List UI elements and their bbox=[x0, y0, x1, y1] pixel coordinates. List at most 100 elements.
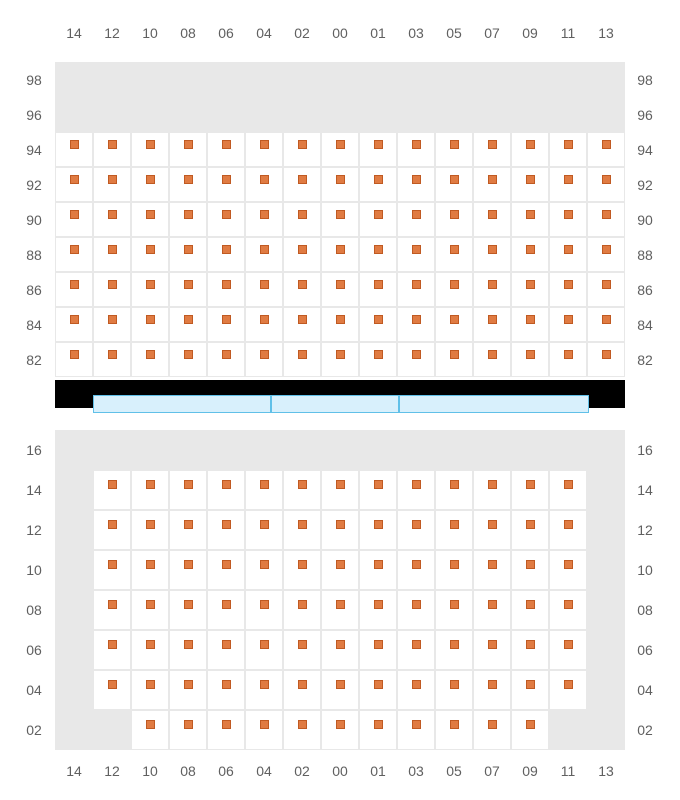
seat-cell[interactable] bbox=[169, 307, 207, 342]
seat-cell[interactable] bbox=[55, 307, 93, 342]
seat-cell[interactable] bbox=[549, 590, 587, 630]
seat-cell[interactable] bbox=[435, 630, 473, 670]
seat-cell[interactable] bbox=[587, 550, 625, 590]
seat-cell[interactable] bbox=[587, 132, 625, 167]
seat-cell[interactable] bbox=[169, 342, 207, 377]
seat-cell[interactable] bbox=[93, 272, 131, 307]
seat-cell[interactable] bbox=[473, 62, 511, 97]
seat-cell[interactable] bbox=[131, 550, 169, 590]
seat-cell[interactable] bbox=[93, 630, 131, 670]
seat-cell[interactable] bbox=[245, 307, 283, 342]
seat-cell[interactable] bbox=[283, 307, 321, 342]
seat-cell[interactable] bbox=[397, 237, 435, 272]
seat-cell[interactable] bbox=[321, 510, 359, 550]
seat-cell[interactable] bbox=[549, 237, 587, 272]
seat-cell[interactable] bbox=[473, 430, 511, 470]
seat-cell[interactable] bbox=[397, 550, 435, 590]
seat-cell[interactable] bbox=[207, 167, 245, 202]
seat-cell[interactable] bbox=[397, 510, 435, 550]
seat-cell[interactable] bbox=[245, 550, 283, 590]
seat-cell[interactable] bbox=[169, 430, 207, 470]
seat-cell[interactable] bbox=[397, 710, 435, 750]
seat-cell[interactable] bbox=[511, 470, 549, 510]
seat-cell[interactable] bbox=[169, 550, 207, 590]
seat-cell[interactable] bbox=[245, 670, 283, 710]
seat-cell[interactable] bbox=[473, 630, 511, 670]
seat-cell[interactable] bbox=[473, 307, 511, 342]
seat-cell[interactable] bbox=[55, 590, 93, 630]
seat-cell[interactable] bbox=[397, 430, 435, 470]
seat-cell[interactable] bbox=[55, 710, 93, 750]
seat-cell[interactable] bbox=[549, 62, 587, 97]
seat-cell[interactable] bbox=[321, 132, 359, 167]
seat-cell[interactable] bbox=[131, 97, 169, 132]
seat-cell[interactable] bbox=[169, 470, 207, 510]
seat-cell[interactable] bbox=[397, 62, 435, 97]
seat-cell[interactable] bbox=[587, 630, 625, 670]
seat-cell[interactable] bbox=[245, 510, 283, 550]
seat-cell[interactable] bbox=[55, 510, 93, 550]
seat-cell[interactable] bbox=[397, 272, 435, 307]
seat-cell[interactable] bbox=[397, 342, 435, 377]
seat-cell[interactable] bbox=[511, 132, 549, 167]
seat-cell[interactable] bbox=[359, 342, 397, 377]
seat-cell[interactable] bbox=[511, 167, 549, 202]
seat-cell[interactable] bbox=[511, 550, 549, 590]
seat-cell[interactable] bbox=[435, 202, 473, 237]
seat-cell[interactable] bbox=[359, 670, 397, 710]
seat-cell[interactable] bbox=[169, 97, 207, 132]
seat-cell[interactable] bbox=[169, 202, 207, 237]
seat-cell[interactable] bbox=[587, 590, 625, 630]
seat-cell[interactable] bbox=[511, 342, 549, 377]
seat-cell[interactable] bbox=[435, 307, 473, 342]
seat-cell[interactable] bbox=[131, 307, 169, 342]
seat-cell[interactable] bbox=[359, 167, 397, 202]
seat-cell[interactable] bbox=[321, 97, 359, 132]
seat-cell[interactable] bbox=[283, 710, 321, 750]
seat-cell[interactable] bbox=[549, 630, 587, 670]
seat-cell[interactable] bbox=[587, 710, 625, 750]
seat-cell[interactable] bbox=[93, 710, 131, 750]
seat-cell[interactable] bbox=[473, 510, 511, 550]
seat-cell[interactable] bbox=[549, 430, 587, 470]
seat-cell[interactable] bbox=[169, 670, 207, 710]
seat-cell[interactable] bbox=[511, 430, 549, 470]
seat-cell[interactable] bbox=[473, 550, 511, 590]
seat-cell[interactable] bbox=[511, 590, 549, 630]
seat-cell[interactable] bbox=[169, 510, 207, 550]
seat-cell[interactable] bbox=[283, 237, 321, 272]
seat-cell[interactable] bbox=[245, 97, 283, 132]
seat-cell[interactable] bbox=[435, 237, 473, 272]
seat-cell[interactable] bbox=[473, 590, 511, 630]
seat-cell[interactable] bbox=[435, 167, 473, 202]
seat-cell[interactable] bbox=[283, 97, 321, 132]
seat-cell[interactable] bbox=[169, 590, 207, 630]
seat-cell[interactable] bbox=[321, 167, 359, 202]
seat-cell[interactable] bbox=[511, 97, 549, 132]
seat-cell[interactable] bbox=[283, 202, 321, 237]
seat-cell[interactable] bbox=[245, 630, 283, 670]
seat-cell[interactable] bbox=[473, 202, 511, 237]
seat-cell[interactable] bbox=[55, 430, 93, 470]
seat-cell[interactable] bbox=[55, 237, 93, 272]
seat-cell[interactable] bbox=[93, 670, 131, 710]
seat-cell[interactable] bbox=[587, 167, 625, 202]
seat-cell[interactable] bbox=[511, 710, 549, 750]
seat-cell[interactable] bbox=[359, 510, 397, 550]
seat-cell[interactable] bbox=[283, 550, 321, 590]
seat-cell[interactable] bbox=[245, 132, 283, 167]
seat-cell[interactable] bbox=[93, 510, 131, 550]
seat-cell[interactable] bbox=[435, 470, 473, 510]
seat-cell[interactable] bbox=[55, 630, 93, 670]
seat-cell[interactable] bbox=[359, 272, 397, 307]
seat-cell[interactable] bbox=[207, 97, 245, 132]
seat-cell[interactable] bbox=[283, 630, 321, 670]
seat-cell[interactable] bbox=[93, 167, 131, 202]
seat-cell[interactable] bbox=[511, 237, 549, 272]
seat-cell[interactable] bbox=[435, 97, 473, 132]
seat-cell[interactable] bbox=[207, 550, 245, 590]
seat-cell[interactable] bbox=[549, 132, 587, 167]
seat-cell[interactable] bbox=[131, 62, 169, 97]
seat-cell[interactable] bbox=[321, 237, 359, 272]
seat-cell[interactable] bbox=[321, 670, 359, 710]
